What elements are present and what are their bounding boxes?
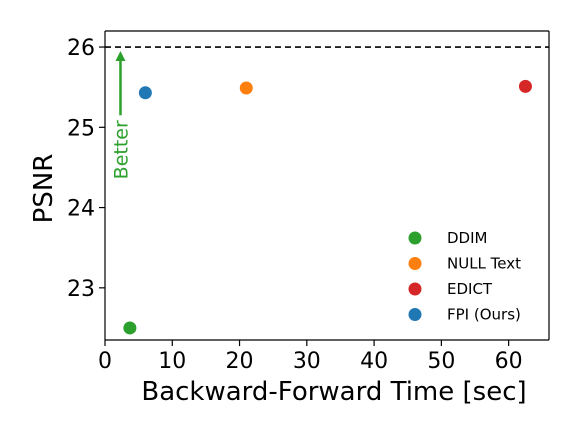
data-point xyxy=(123,321,137,335)
legend-label: FPI (Ours) xyxy=(447,306,521,324)
x-tick-label: 20 xyxy=(226,349,254,374)
y-tick-label: 26 xyxy=(67,36,95,61)
x-tick-label: 30 xyxy=(293,349,321,374)
legend: DDIM NULL Text EDICT FPI (Ours) xyxy=(408,229,521,324)
legend-marker xyxy=(408,282,422,296)
data-point xyxy=(138,86,152,100)
legend-label: DDIM xyxy=(447,229,487,247)
x-tick-label: 0 xyxy=(98,349,112,374)
x-tick-label: 60 xyxy=(495,349,523,374)
x-tick-label: 50 xyxy=(427,349,455,374)
x-tick-label: 40 xyxy=(360,349,388,374)
data-point xyxy=(518,79,532,93)
legend-marker xyxy=(408,308,422,321)
legend-label: EDICT xyxy=(447,280,493,298)
legend-marker xyxy=(408,231,422,245)
legend-marker xyxy=(408,257,422,270)
data-point xyxy=(239,81,253,95)
y-axis-label: PSNR xyxy=(29,154,59,224)
legend-label: NULL Text xyxy=(447,255,521,273)
x-axis-label: Backward-Forward Time [sec] xyxy=(141,377,526,407)
better-label: Better xyxy=(110,120,132,179)
x-tick-label: 10 xyxy=(158,349,186,374)
y-tick-label: 23 xyxy=(67,277,95,302)
y-tick-label: 25 xyxy=(67,116,95,141)
y-tick-label: 24 xyxy=(67,197,95,222)
better-arrow-head xyxy=(115,51,126,62)
